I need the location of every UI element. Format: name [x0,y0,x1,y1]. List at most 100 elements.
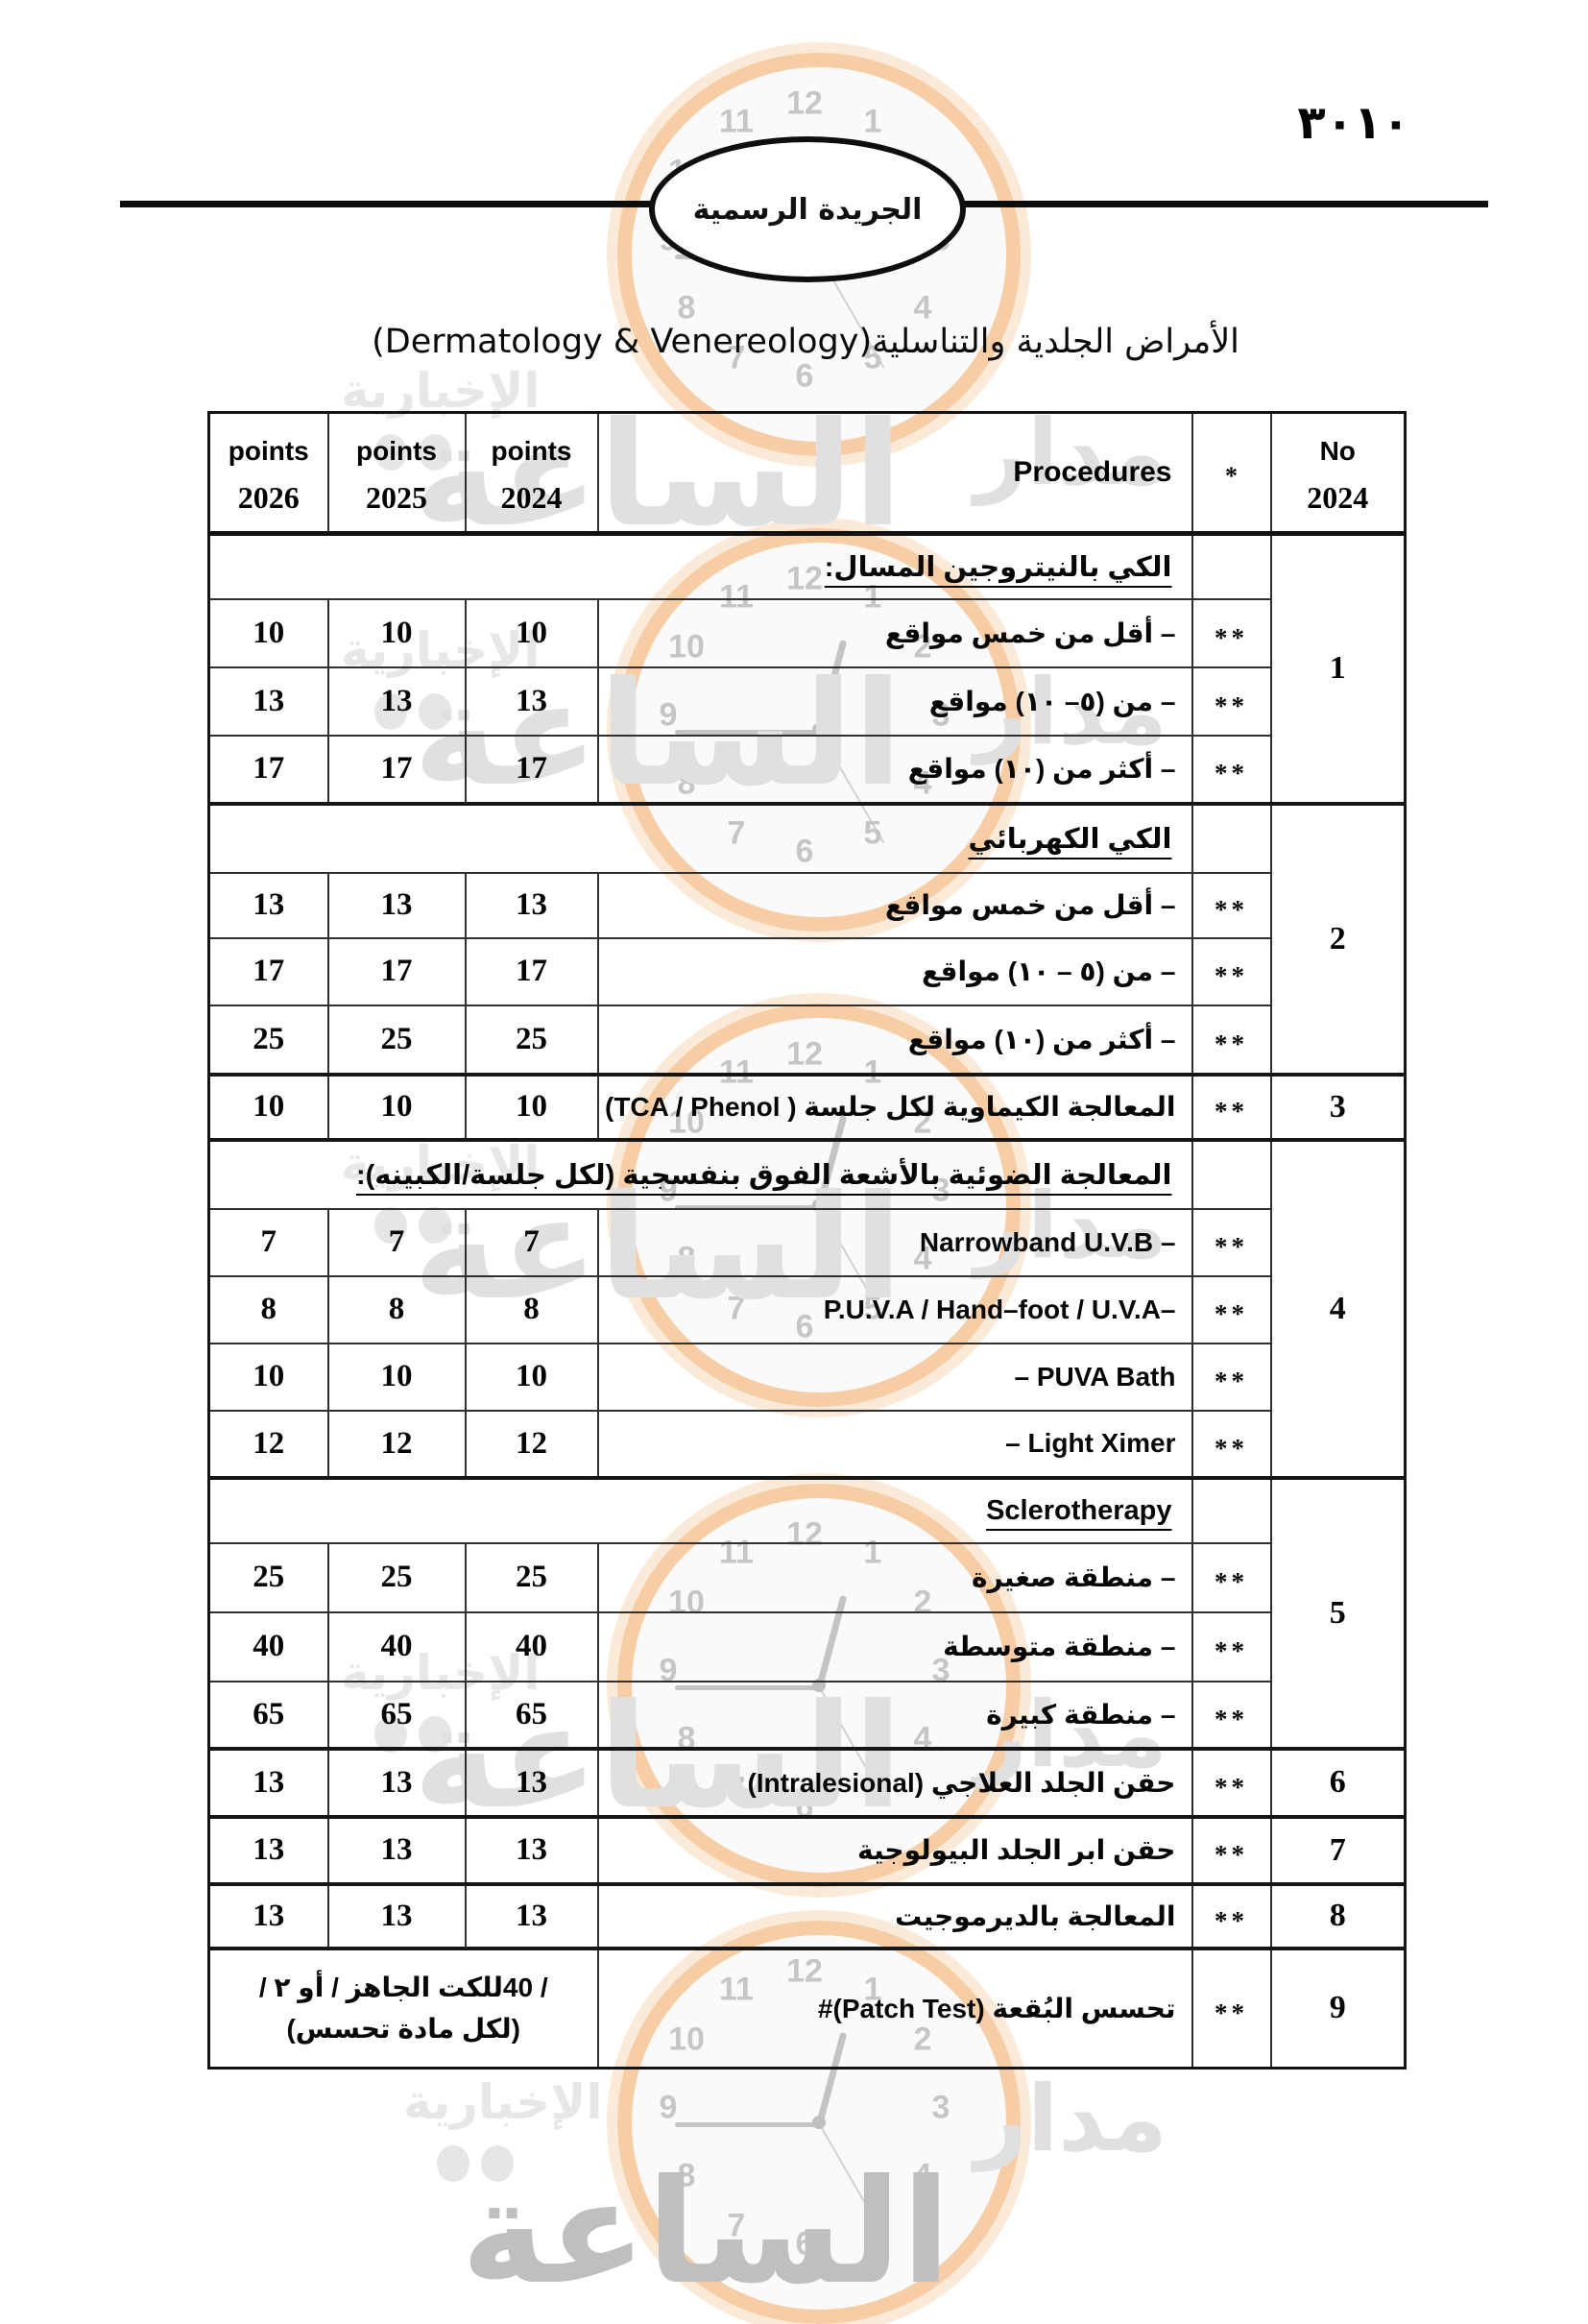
page-number: ٣٠١٠ [1297,96,1410,150]
no-cell: 7 [1269,1814,1407,1885]
points-2026-cell: 10 [207,597,329,668]
points-2025-cell: 13 [326,1814,467,1885]
procedure-cell: المعالجة الكيماوية لكل جلسة ( TCA / Phen… [596,1072,1193,1141]
points-2024-cell: 25 [464,1004,599,1076]
group-header-row: 1 الكي بالنيتروجين المسال: [207,532,1407,805]
table-row: ** – أكثر من (١٠) مواقع 17 17 17 [207,734,1406,805]
points-2024-cell: 10 [464,1342,599,1412]
points-2025-cell: 8 [326,1274,467,1344]
star-cell: ** [1191,1814,1272,1885]
points-2026-cell: 25 [207,1541,329,1613]
points-2025-cell: 65 [326,1680,467,1750]
group-header-cell: الكي الكهربائي [207,801,1193,874]
clock-minute-hand [675,2122,819,2127]
procedure-cell: Light Ximer – [596,1409,1193,1479]
group-header-cell: الكي بالنيتروجين المسال: [207,532,1193,600]
points-2025-cell: 40 [326,1610,467,1682]
table-row: ** PUVA Bath – 10 10 10 [207,1342,1406,1412]
watermark-dots [437,2145,523,2184]
points-year: 2026 [237,479,300,515]
points-2024-cell: 13 [464,1881,599,1949]
points-2026-cell: 12 [207,1409,329,1479]
clock-number: 7 [727,2207,746,2244]
table-row: ** – Narrowband U.V.B 7 7 7 [207,1207,1406,1277]
no-year: 2024 [1307,479,1369,515]
star-cell: ** [1191,1409,1272,1479]
star-cell: ** [1191,936,1272,1006]
table-row: 9 ** تحسس البُقعة (Patch Test)# / 40للكت… [207,1946,1407,2070]
star-cell: ** [1191,1274,1272,1344]
table-row: ** Light Ximer – 12 12 12 [207,1409,1406,1479]
star-cell [1191,801,1272,874]
group-header-row: 5 Sclerotherapy [207,1475,1407,1750]
table-row: ** – من (٥ – ١٠) مواقع 17 17 17 [207,936,1406,1006]
points-2024-cell: 25 [464,1541,599,1613]
procedure-cell: – منطقة متوسطة [596,1610,1193,1682]
col-header-procedures: Procedures [596,411,1193,536]
star-cell: ** [1191,1072,1272,1141]
points-2026-cell: 10 [207,1072,329,1141]
table-row: 8 ** المعالجة بالديرموجيت 13 13 13 [207,1881,1407,1949]
star-cell: ** [1191,1342,1272,1412]
procedures-table-wrapper: No 2024 * Procedures points 2024 points … [207,411,1407,2070]
clock-number: 8 [677,2157,696,2194]
watermark-clock-word: الساعة [461,2149,951,2316]
no-cell: 9 [1269,1946,1407,2070]
star-cell: ** [1191,1746,1272,1818]
clock-number: 5 [863,339,882,376]
table-row: ** – منطقة متوسطة 40 40 40 [207,1610,1406,1682]
table-row: ** – أقل من خمس مواقع 10 10 10 [207,597,1406,668]
points-2024-cell: 13 [464,1814,599,1885]
points-2025-cell: 10 [326,1072,467,1141]
points-2024-cell: 17 [464,936,599,1006]
clock-number: 6 [795,357,814,395]
star-cell: ** [1191,1881,1272,1949]
watermark-news-label: الإخبارية [403,2074,603,2130]
points-2025-cell: 25 [326,1541,467,1613]
star-symbol: * [1225,462,1238,490]
table-row: ** – من (٥– ١٠) مواقع 13 13 13 [207,666,1406,737]
points-merged-line2: (لكل مادة تحسس) [286,2014,520,2045]
procedure-cell: – منطقة كبيرة [596,1680,1193,1750]
points-2024-cell: 12 [464,1409,599,1479]
procedure-cell: – أكثر من (١٠) مواقع [596,734,1193,805]
procedure-cell: PUVA Bath – [596,1342,1193,1412]
points-2025-cell: 25 [326,1004,467,1076]
col-header-no: No 2024 [1269,411,1407,536]
points-2026-cell: 13 [207,1881,329,1949]
points-2024-cell: 13 [464,1746,599,1818]
star-cell: ** [1191,1680,1272,1750]
table-row: ** – منطقة صغيرة 25 25 25 [207,1541,1406,1613]
page-title: الأمراض الجلدية والتناسلية(Dermatology &… [372,323,1239,361]
star-cell: ** [1191,871,1272,939]
table-row: 6 ** حقن الجلد العلاجي (Intralesional) 1… [207,1746,1407,1818]
points-2026-cell: 40 [207,1610,329,1682]
points-label: points [491,435,572,466]
clock-number: 7 [727,339,746,376]
procedure-cell: المعالجة بالديرموجيت [596,1881,1193,1949]
no-cell: 5 [1269,1475,1407,1750]
group-header-row: 2 الكي الكهربائي [207,801,1407,1076]
points-2025-cell: 13 [326,666,467,737]
procedure-cell: – أقل من خمس مواقع [596,597,1193,668]
gazette-oval: الجريدة الرسمية [649,136,966,282]
points-2025-cell: 13 [326,871,467,939]
procedure-cell: حقن الجلد العلاجي (Intralesional) [596,1746,1193,1818]
star-cell: ** [1191,597,1272,668]
procedure-cell: – من (٥– ١٠) مواقع [596,666,1193,737]
points-2024-cell: 8 [464,1274,599,1344]
points-2025-cell: 7 [326,1207,467,1277]
points-merged-line1: / 40للكت الجاهز / أو ٢ / [258,1972,548,2002]
group-header-cell: المعالجة الضوئية بالأشعة الفوق بنفسجية (… [207,1137,1193,1210]
points-2026-cell: 8 [207,1274,329,1344]
star-cell: ** [1191,734,1272,805]
points-2026-cell: 13 [207,1746,329,1818]
star-cell: ** [1191,1610,1272,1682]
points-2024-cell: 17 [464,734,599,805]
no-cell: 4 [1269,1137,1407,1479]
points-2024-cell: 10 [464,597,599,668]
points-2025-cell: 13 [326,1881,467,1949]
procedure-cell: – من (٥ – ١٠) مواقع [596,936,1193,1006]
points-2024-cell: 40 [464,1610,599,1682]
points-label: points [228,435,309,466]
